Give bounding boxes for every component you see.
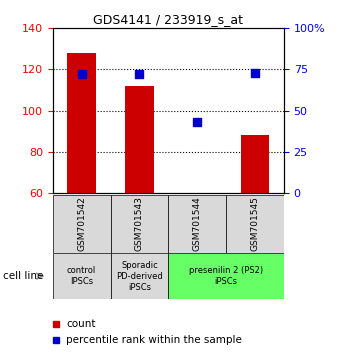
Point bbox=[137, 72, 142, 77]
Text: percentile rank within the sample: percentile rank within the sample bbox=[66, 335, 242, 345]
Text: count: count bbox=[66, 319, 96, 329]
Point bbox=[79, 72, 84, 77]
Bar bbox=[168, 195, 226, 253]
Bar bbox=[67, 53, 96, 193]
Text: GSM701542: GSM701542 bbox=[77, 196, 86, 251]
Bar bbox=[168, 253, 284, 299]
Bar bbox=[53, 337, 59, 343]
Bar bbox=[53, 253, 110, 299]
Text: control
IPSCs: control IPSCs bbox=[67, 266, 96, 286]
Bar bbox=[53, 195, 110, 253]
Text: Sporadic
PD-derived
iPSCs: Sporadic PD-derived iPSCs bbox=[116, 261, 163, 292]
Text: GSM701543: GSM701543 bbox=[135, 196, 144, 251]
Title: GDS4141 / 233919_s_at: GDS4141 / 233919_s_at bbox=[93, 13, 243, 26]
Bar bbox=[53, 321, 59, 327]
Bar bbox=[125, 86, 154, 193]
Text: GSM701544: GSM701544 bbox=[193, 196, 202, 251]
Point bbox=[194, 119, 200, 125]
Bar bbox=[226, 195, 284, 253]
Bar bbox=[241, 135, 270, 193]
Text: cell line: cell line bbox=[3, 271, 44, 281]
Text: presenilin 2 (PS2)
iPSCs: presenilin 2 (PS2) iPSCs bbox=[189, 266, 263, 286]
Bar bbox=[110, 253, 168, 299]
Text: GSM701545: GSM701545 bbox=[251, 196, 259, 251]
Bar bbox=[110, 195, 168, 253]
Point bbox=[252, 70, 258, 76]
